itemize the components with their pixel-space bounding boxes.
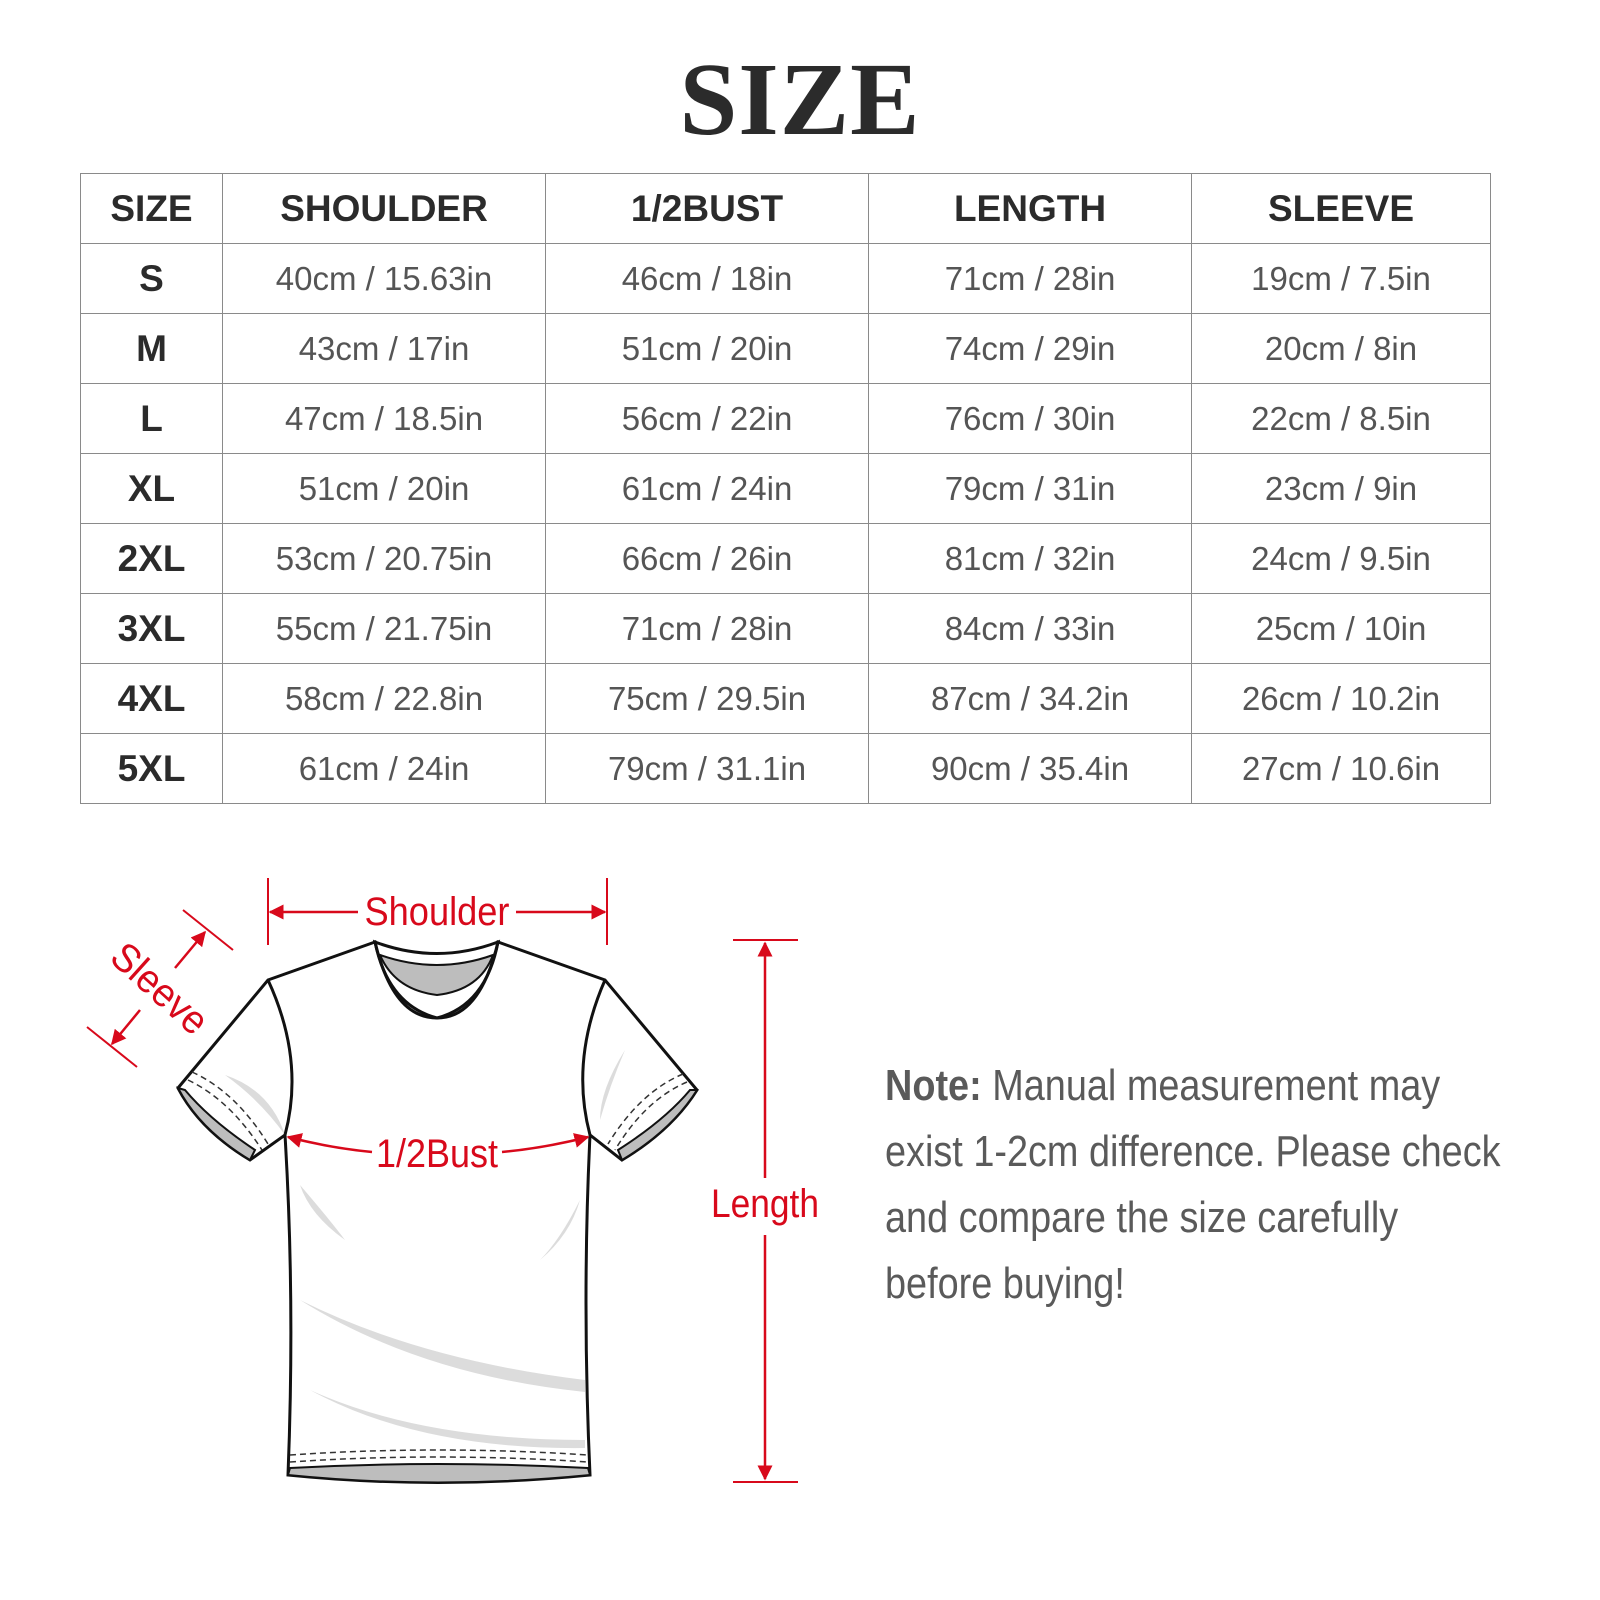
cell-length: 71cm / 28in bbox=[868, 243, 1192, 314]
bust-measure: 1/2Bust bbox=[286, 1132, 590, 1176]
header-length: LENGTH bbox=[868, 173, 1192, 244]
cell-bust: 66cm / 26in bbox=[545, 523, 869, 594]
table-row: 2XL 53cm / 20.75in 66cm / 26in 81cm / 32in 2… bbox=[80, 523, 1491, 594]
cell-length: 81cm / 32in bbox=[868, 523, 1192, 594]
table-row: 4XL 58cm / 22.8in 75cm / 29.5in 87cm / 34.2… bbox=[80, 663, 1491, 734]
cell-sleeve: 22cm / 8.5in bbox=[1191, 383, 1491, 454]
note: Note: Manual measurement may exist 1-2cm… bbox=[885, 1053, 1504, 1317]
cell-sleeve: 26cm / 10.2in bbox=[1191, 663, 1491, 734]
header-bust: 1/2BUST bbox=[545, 173, 869, 244]
note-label: Note: bbox=[885, 1061, 982, 1110]
cell-size: 3XL bbox=[80, 593, 223, 664]
cell-length: 84cm / 33in bbox=[868, 593, 1192, 664]
tshirt-icon bbox=[176, 939, 699, 1484]
size-table: SIZE SHOULDER 1/2BUST LENGTH SLEEVE S 40c… bbox=[80, 173, 1491, 804]
cell-bust: 71cm / 28in bbox=[545, 593, 869, 664]
note-text: Manual measurement may exist 1-2cm diffe… bbox=[885, 1061, 1501, 1308]
cell-shoulder: 43cm / 17in bbox=[222, 313, 546, 384]
cell-size: XL bbox=[80, 453, 223, 524]
cell-bust: 75cm / 29.5in bbox=[545, 663, 869, 734]
table-row: L 47cm / 18.5in 56cm / 22in 76cm / 30in 22cm… bbox=[80, 383, 1491, 454]
cell-size: M bbox=[80, 313, 223, 384]
cell-bust: 79cm / 31.1in bbox=[545, 733, 869, 804]
cell-shoulder: 40cm / 15.63in bbox=[222, 243, 546, 314]
cell-sleeve: 23cm / 9in bbox=[1191, 453, 1491, 524]
cell-bust: 51cm / 20in bbox=[545, 313, 869, 384]
sleeve-label: Sleeve bbox=[102, 934, 217, 1044]
cell-sleeve: 19cm / 7.5in bbox=[1191, 243, 1491, 314]
page-title: SIZE bbox=[679, 42, 921, 157]
length-label: Length bbox=[711, 1182, 819, 1226]
cell-shoulder: 53cm / 20.75in bbox=[222, 523, 546, 594]
cell-length: 74cm / 29in bbox=[868, 313, 1192, 384]
cell-bust: 46cm / 18in bbox=[545, 243, 869, 314]
table-row: M 43cm / 17in 51cm / 20in 74cm / 29in 20cm /… bbox=[80, 313, 1491, 384]
cell-sleeve: 20cm / 8in bbox=[1191, 313, 1491, 384]
cell-shoulder: 58cm / 22.8in bbox=[222, 663, 546, 734]
shoulder-measure: Shoulder bbox=[267, 878, 608, 945]
cell-shoulder: 61cm / 24in bbox=[222, 733, 546, 804]
header-size: SIZE bbox=[80, 173, 223, 244]
sleeve-measure: Sleeve bbox=[86, 909, 234, 1068]
cell-shoulder: 51cm / 20in bbox=[222, 453, 546, 524]
length-measure: Length bbox=[711, 939, 819, 1483]
table-row: 5XL 61cm / 24in 79cm / 31.1in 90cm / 35.4in… bbox=[80, 733, 1491, 804]
cell-bust: 56cm / 22in bbox=[545, 383, 869, 454]
cell-sleeve: 24cm / 9.5in bbox=[1191, 523, 1491, 594]
table-row: 3XL 55cm / 21.75in 71cm / 28in 84cm / 33in 2… bbox=[80, 593, 1491, 664]
bust-label: 1/2Bust bbox=[376, 1132, 498, 1176]
cell-length: 90cm / 35.4in bbox=[868, 733, 1192, 804]
cell-bust: 61cm / 24in bbox=[545, 453, 869, 524]
cell-sleeve: 25cm / 10in bbox=[1191, 593, 1491, 664]
cell-sleeve: 27cm / 10.6in bbox=[1191, 733, 1491, 804]
cell-size: S bbox=[80, 243, 223, 314]
header-sleeve: SLEEVE bbox=[1191, 173, 1491, 244]
cell-shoulder: 55cm / 21.75in bbox=[222, 593, 546, 664]
cell-length: 76cm / 30in bbox=[868, 383, 1192, 454]
cell-size: L bbox=[80, 383, 223, 454]
cell-size: 5XL bbox=[80, 733, 223, 804]
cell-size: 4XL bbox=[80, 663, 223, 734]
table-row: S 40cm / 15.63in 46cm / 18in 71cm / 28in 19c… bbox=[80, 243, 1491, 314]
table-header-row: SIZE SHOULDER 1/2BUST LENGTH SLEEVE bbox=[80, 173, 1491, 244]
table-row: XL 51cm / 20in 61cm / 24in 79cm / 31in 23cm … bbox=[80, 453, 1491, 524]
shoulder-label: Shoulder bbox=[365, 890, 510, 934]
